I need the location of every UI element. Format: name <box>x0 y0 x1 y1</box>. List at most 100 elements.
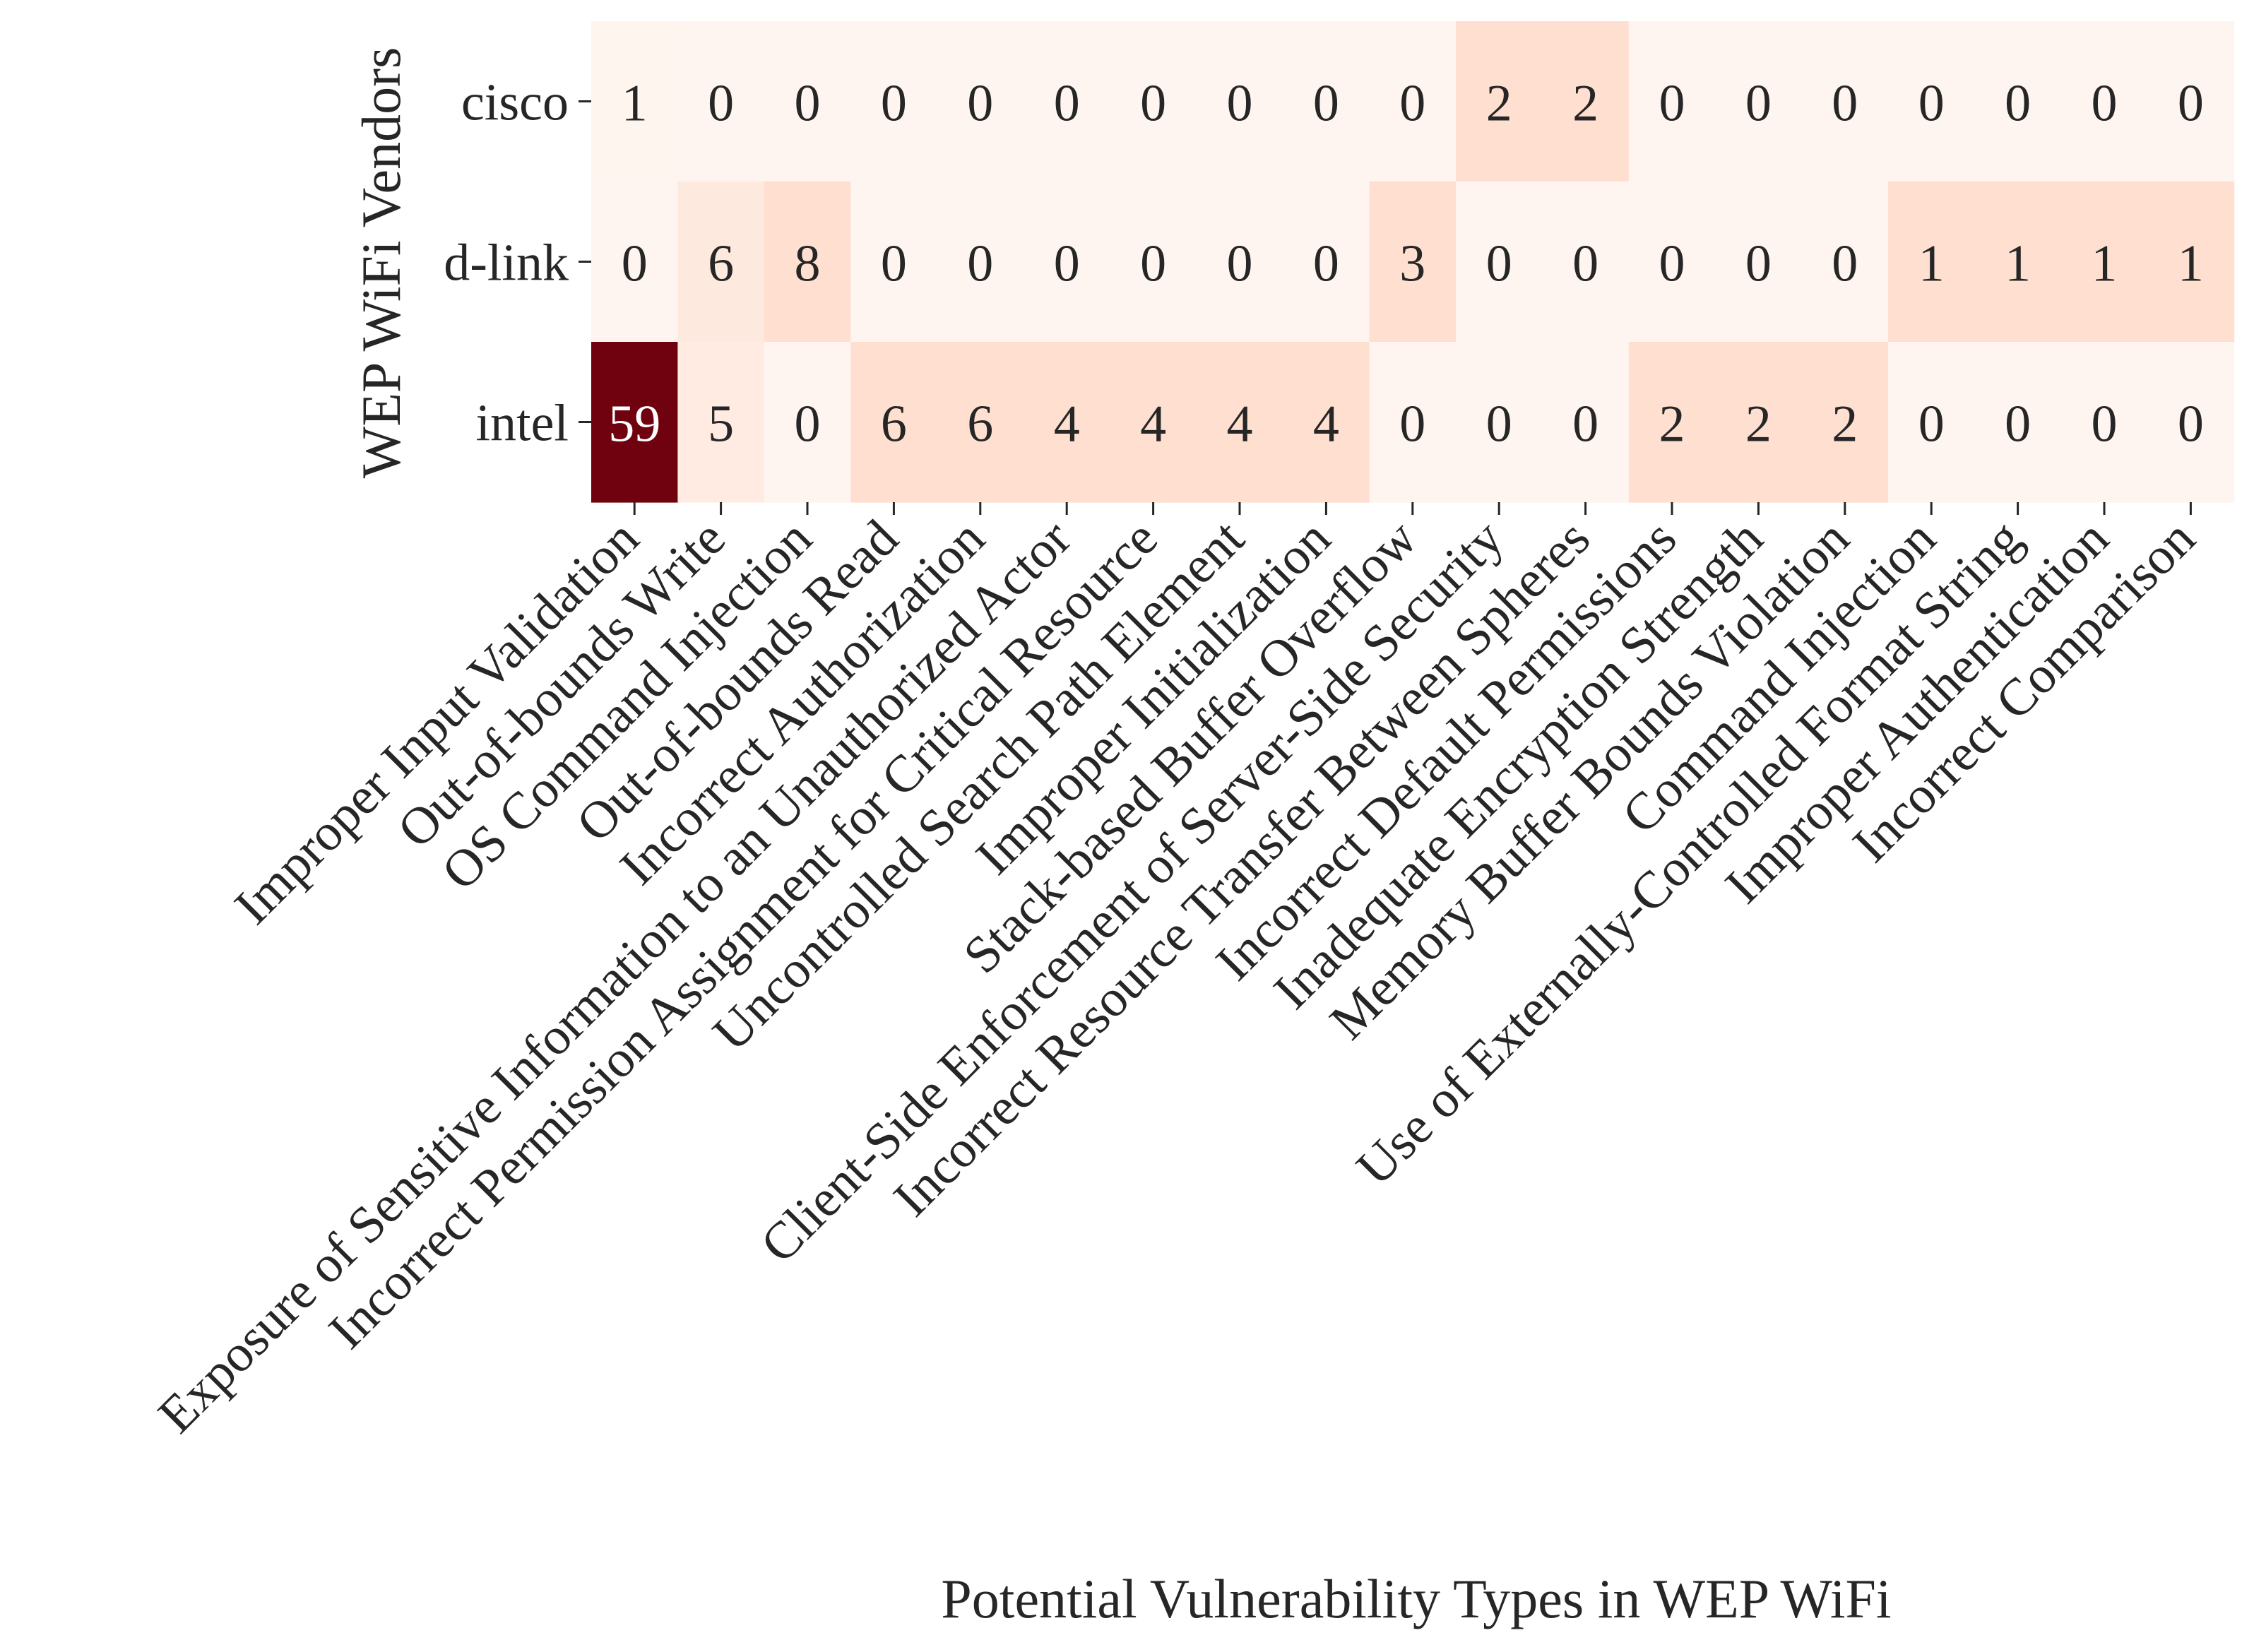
heatmap-cell-cisco-5 <box>1024 21 1110 182</box>
heatmap-cell-d-link-5 <box>1024 182 1110 343</box>
heatmap-cell-d-link-15 <box>1888 182 1975 343</box>
heatmap-cell-cisco-4 <box>937 21 1024 182</box>
cell-value-label: 0 <box>2005 396 2031 453</box>
cell-value-label: 4 <box>1313 396 1339 453</box>
cell-value-label: 0 <box>1659 235 1685 293</box>
cell-value-label: 0 <box>1399 75 1425 133</box>
heatmap-cell-intel-12 <box>1628 342 1716 503</box>
cell-value-label: 0 <box>1572 396 1598 453</box>
heatmap-cell-intel-16 <box>1974 342 2062 503</box>
cell-value-label: 4 <box>1227 396 1253 453</box>
heatmap-cell-cisco-12 <box>1628 21 1716 182</box>
cell-value-label: 0 <box>1832 235 1858 293</box>
cell-value-label: 2 <box>1486 75 1512 133</box>
y-tick-label-intel: intel <box>475 395 569 453</box>
heatmap-cell-d-link-4 <box>937 182 1024 343</box>
cell-value-label: 0 <box>2092 75 2118 133</box>
cell-value-label: 0 <box>1313 75 1339 133</box>
heatmap-cell-cisco-6 <box>1110 21 1197 182</box>
cell-value-label: 8 <box>795 235 821 293</box>
heatmap-cell-cisco-8 <box>1283 21 1370 182</box>
cell-value-label: 2 <box>1659 396 1685 453</box>
heatmap-cell-d-link-7 <box>1196 182 1283 343</box>
heatmap-cell-cisco-16 <box>1974 21 2062 182</box>
cell-value-label: 4 <box>1054 396 1080 453</box>
heatmap-cell-d-link-10 <box>1456 182 1543 343</box>
y-tick-label-cisco: cisco <box>461 74 569 132</box>
cell-value-label: 0 <box>1659 75 1685 133</box>
heatmap-cell-d-link-13 <box>1715 182 1803 343</box>
cell-value-label: 0 <box>1486 235 1512 293</box>
cell-value-label: 0 <box>622 235 648 293</box>
heatmap-cell-d-link-0 <box>591 182 678 343</box>
heatmap-cell-cisco-3 <box>850 21 938 182</box>
cell-value-label: 1 <box>2092 235 2118 293</box>
y-tick-label-d-link: d-link <box>444 234 569 292</box>
heatmap-cell-cisco-13 <box>1715 21 1803 182</box>
heatmap-cell-d-link-8 <box>1283 182 1370 343</box>
heatmap-cell-cisco-10 <box>1456 21 1543 182</box>
cell-value-label: 0 <box>1745 235 1772 293</box>
cell-value-label: 0 <box>795 75 821 133</box>
heatmap-cell-intel-13 <box>1715 342 1803 503</box>
heatmap-cell-d-link-2 <box>764 182 851 343</box>
heatmap-cell-d-link-9 <box>1369 182 1457 343</box>
cell-value-label: 0 <box>1313 235 1339 293</box>
heatmap-cell-intel-9 <box>1369 342 1457 503</box>
heatmap-cell-intel-5 <box>1024 342 1110 503</box>
y-axis: cisco d-link intel <box>444 74 591 453</box>
cell-value-label: 0 <box>967 75 993 133</box>
cell-value-label: 0 <box>881 75 907 133</box>
heatmap-cell-d-link-11 <box>1542 182 1630 343</box>
heatmap-cell-d-link-3 <box>850 182 938 343</box>
heatmap-cell-d-link-17 <box>2060 182 2148 343</box>
cell-value-label: 0 <box>1140 75 1166 133</box>
heatmap-cell-cisco-18 <box>2147 21 2235 182</box>
cell-value-label: 0 <box>708 75 734 133</box>
y-axis-title: WEP WiFi Vendors <box>350 47 412 479</box>
x-axis-title: Potential Vulnerability Types in WEP WiF… <box>941 1568 1891 1629</box>
heatmap-cell-cisco-2 <box>764 21 851 182</box>
heatmap-cell-intel-14 <box>1801 342 1889 503</box>
cell-value-label: 0 <box>1918 396 1945 453</box>
cell-value-label: 0 <box>2092 396 2118 453</box>
heatmap-cell-intel-17 <box>2060 342 2148 503</box>
cell-value-label: 6 <box>881 396 907 453</box>
cell-value-label: 0 <box>1486 396 1512 453</box>
heatmap-cell-cisco-11 <box>1542 21 1630 182</box>
heatmap-cell-d-link-1 <box>677 182 765 343</box>
heatmap-cell-intel-8 <box>1283 342 1370 503</box>
heatmap-cell-intel-7 <box>1196 342 1283 503</box>
heatmap-cell-cisco-0 <box>591 21 678 182</box>
heatmap-cell-intel-3 <box>850 342 938 503</box>
heatmap-cell-cisco-14 <box>1801 21 1889 182</box>
heatmap-cell-d-link-6 <box>1110 182 1197 343</box>
cell-value-label: 0 <box>1054 235 1080 293</box>
heatmap-cell-cisco-9 <box>1369 21 1457 182</box>
heatmap-cell-d-link-14 <box>1801 182 1889 343</box>
cell-value-labels: 1 0 0 0 0 0 0 0 0 0 2 2 0 0 0 0 0 0 0 0 6 8 0 0 0 0 0 0 3 0 0 0 0 0 1 1 1 1 59… <box>608 75 2204 453</box>
cell-value-label: 3 <box>1399 235 1425 293</box>
cell-value-label: 0 <box>1572 235 1598 293</box>
cell-value-label: 1 <box>2005 235 2031 293</box>
cell-value-label: 1 <box>1918 235 1945 293</box>
cell-value-label: 2 <box>1745 396 1772 453</box>
cell-value-label: 0 <box>1140 235 1166 293</box>
cell-value-label: 5 <box>708 396 734 453</box>
heatmap-cell-intel-15 <box>1888 342 1975 503</box>
cell-value-label: 0 <box>1832 75 1858 133</box>
cell-value-label: 1 <box>2178 235 2204 293</box>
heatmap-cell-intel-1 <box>677 342 765 503</box>
heatmap-cell-intel-4 <box>937 342 1024 503</box>
cell-value-label: 1 <box>622 75 648 133</box>
heatmap-cell-intel-11 <box>1542 342 1630 503</box>
cell-value-label: 59 <box>608 396 660 453</box>
heatmap-cell-cisco-15 <box>1888 21 1975 182</box>
cell-value-label: 2 <box>1572 75 1598 133</box>
cell-value-label: 0 <box>881 235 907 293</box>
heatmap-cell-d-link-12 <box>1628 182 1716 343</box>
cell-value-label: 0 <box>1918 75 1945 133</box>
heatmap-cell-intel-0 <box>591 342 678 503</box>
